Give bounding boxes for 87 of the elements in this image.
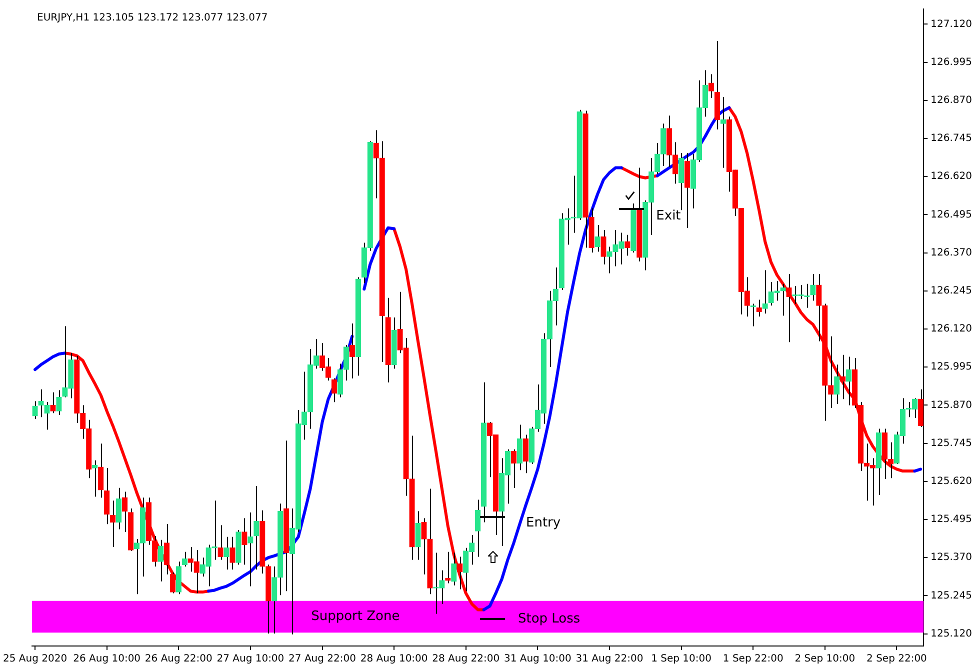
candlestick	[110, 500, 116, 548]
candlestick	[828, 336, 834, 408]
candlestick	[516, 424, 523, 471]
candlestick	[451, 552, 457, 586]
candlestick	[337, 363, 344, 398]
candlestick	[104, 468, 110, 525]
candlestick	[242, 518, 248, 566]
candlestick	[786, 274, 792, 343]
candlestick	[164, 524, 170, 575]
y-tick-label: 126.620	[930, 171, 972, 182]
y-tick-label: 125.245	[930, 590, 972, 602]
candlestick	[349, 323, 356, 379]
y-tick-label: 125.620	[930, 476, 972, 488]
candlestick	[457, 556, 463, 590]
y-tick-label: 125.370	[930, 552, 972, 564]
candlestick	[600, 229, 606, 265]
x-tick-label: 26 Aug 22:00	[144, 654, 212, 665]
candlestick	[182, 551, 188, 567]
candlestick	[672, 142, 678, 184]
candlestick	[218, 524, 224, 560]
candlestick	[421, 518, 427, 575]
candlestick	[834, 364, 840, 404]
candlestick	[50, 392, 56, 414]
y-tick-label: 127.120	[930, 18, 972, 30]
x-tick-label: 25 Aug 2020	[3, 654, 68, 665]
y-tick-label: 125.495	[930, 514, 972, 526]
y-tick-label: 125.870	[930, 400, 972, 411]
chart-title: EURJPY,H1 123.105 123.172 123.077 123.077	[37, 12, 268, 24]
candlestick	[158, 539, 164, 582]
x-tick-label: 2 Sep 10:00	[794, 654, 856, 665]
candlestick	[594, 224, 600, 252]
x-tick-label: 27 Aug 22:00	[288, 654, 356, 665]
candlestick	[810, 274, 816, 302]
annotation: Exit	[656, 208, 681, 224]
candlestick	[840, 354, 846, 400]
candlestick	[134, 538, 140, 595]
candlestick	[624, 234, 630, 256]
candlestick	[780, 283, 786, 316]
candlestick	[846, 356, 852, 406]
x-tick-label: 26 Aug 10:00	[73, 654, 141, 665]
candlestick	[230, 536, 236, 570]
x-tick-label: 27 Aug 10:00	[216, 654, 284, 665]
annotation: Stop Loss	[518, 612, 580, 627]
annotation: Entry	[526, 515, 561, 530]
candlestick	[98, 443, 104, 498]
candlestick	[254, 485, 260, 570]
x-tick-label: 1 Sep 22:00	[722, 654, 784, 665]
candlestick	[92, 460, 98, 498]
x-tick-label: 28 Aug 22:00	[432, 654, 500, 665]
candlestick	[475, 499, 481, 558]
candlestick	[122, 491, 128, 533]
candlestick	[116, 487, 122, 530]
x-tick-label: 1 Sep 10:00	[651, 654, 712, 665]
y-tick-label: 125.995	[930, 362, 972, 373]
x-tick-label: 31 Aug 22:00	[576, 654, 644, 665]
candlestick	[415, 510, 421, 560]
x-tick-label: 28 Aug 10:00	[360, 654, 428, 665]
candlestick	[762, 270, 768, 314]
y-tick-label: 126.745	[930, 133, 972, 144]
band-label: Support Zone	[311, 609, 400, 624]
candlestick	[331, 378, 338, 403]
candlestick	[224, 536, 230, 570]
x-tick-label: 2 Sep 22:00	[866, 654, 927, 665]
y-tick-label: 126.495	[930, 209, 972, 220]
candlestick	[510, 448, 517, 488]
y-tick-label: 126.370	[930, 247, 972, 258]
y-tick-label: 125.120	[930, 628, 972, 640]
y-tick-label: 125.745	[930, 438, 972, 449]
candlestick	[56, 390, 62, 416]
candlestick	[445, 551, 451, 584]
y-tick-label: 126.245	[930, 286, 972, 297]
candlestick	[343, 344, 350, 382]
y-tick-label: 126.870	[930, 95, 972, 106]
candlestick	[708, 74, 714, 98]
candlestick	[272, 566, 278, 634]
candlestick	[678, 152, 684, 211]
y-tick-label: 126.120	[930, 324, 972, 335]
candlestick	[248, 512, 254, 587]
candlestick	[816, 274, 822, 342]
candlestick	[720, 96, 726, 168]
candlestick	[170, 572, 176, 594]
candlestick	[522, 434, 529, 474]
candlestick	[32, 400, 38, 420]
candlestick	[756, 299, 762, 318]
y-tick-label: 126.995	[930, 56, 972, 68]
candlestick	[373, 130, 379, 199]
x-tick-label: 31 Aug 10:00	[504, 654, 572, 665]
